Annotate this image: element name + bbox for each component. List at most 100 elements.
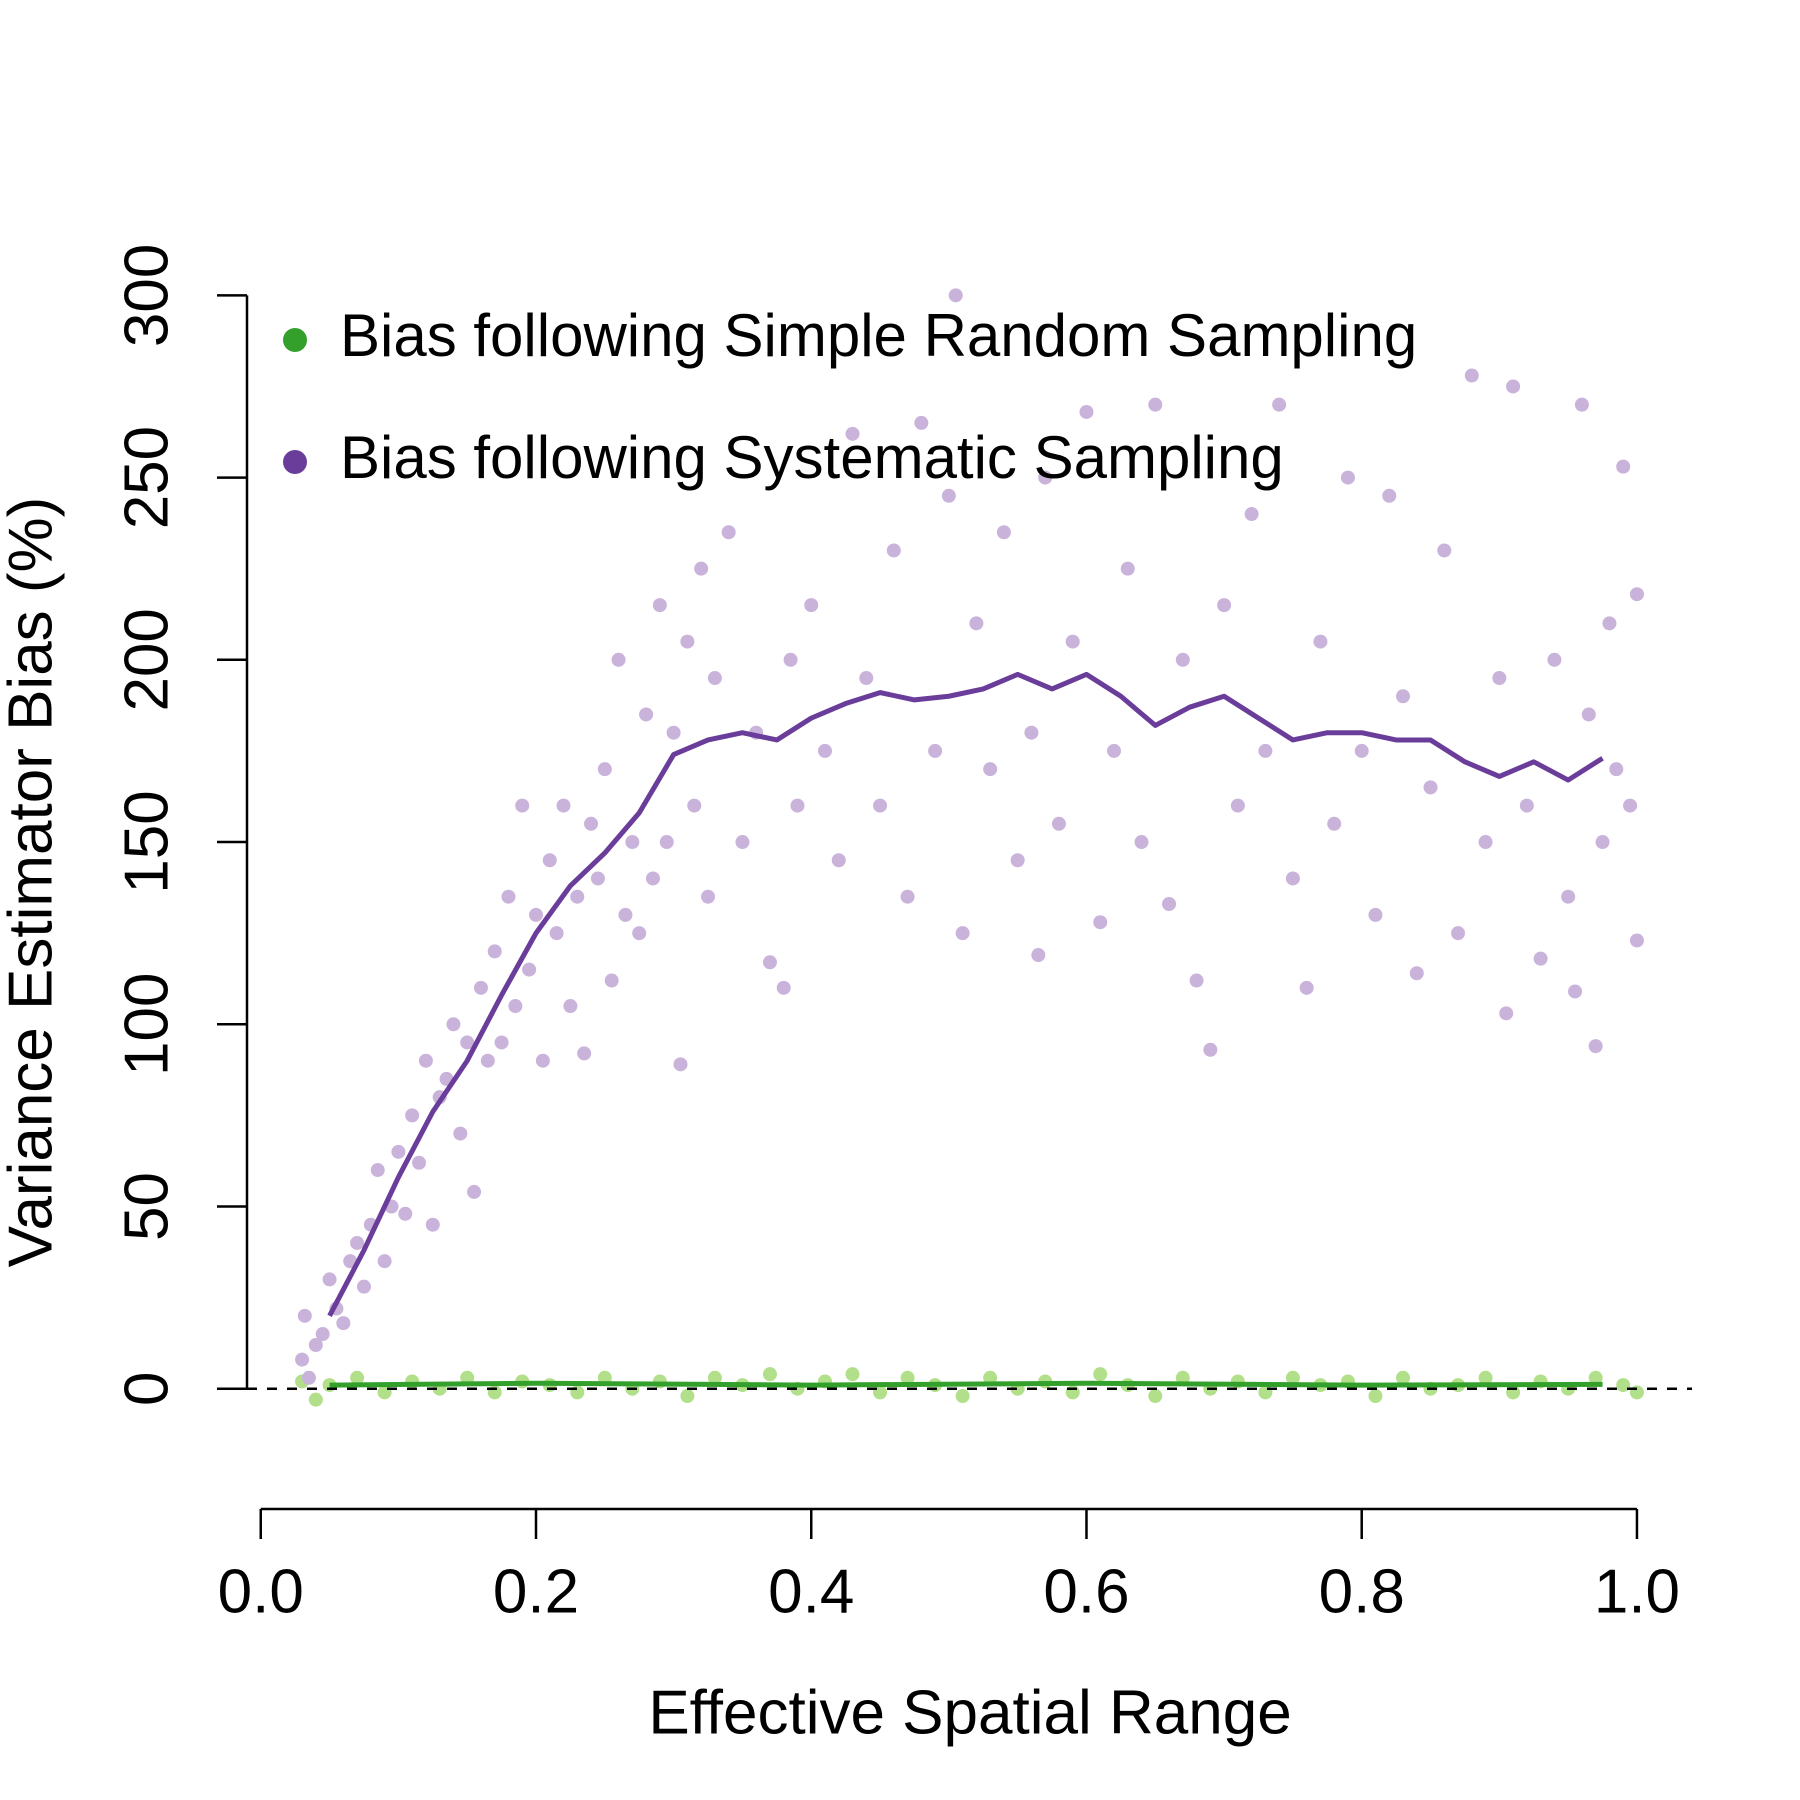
points-group xyxy=(295,288,1644,1385)
point xyxy=(1629,587,1644,602)
point xyxy=(542,853,557,868)
point xyxy=(1299,980,1314,995)
point xyxy=(295,1352,310,1367)
point xyxy=(1451,926,1466,941)
point xyxy=(515,798,530,813)
y-tick-label: 100 xyxy=(112,973,181,1076)
point xyxy=(418,1053,433,1068)
point xyxy=(1547,652,1562,667)
legend-label: Bias following Simple Random Sampling xyxy=(340,302,1417,369)
y-tick-label: 0 xyxy=(112,1371,181,1405)
point xyxy=(762,1367,777,1382)
point xyxy=(1616,459,1631,474)
point xyxy=(597,762,612,777)
x-tick-label: 0.8 xyxy=(1319,1557,1405,1626)
point xyxy=(1561,889,1576,904)
point xyxy=(983,1370,998,1385)
point xyxy=(425,1217,440,1232)
point xyxy=(680,634,695,649)
point xyxy=(1382,488,1397,503)
point xyxy=(1038,470,1053,485)
point xyxy=(501,889,516,904)
point xyxy=(1093,1367,1108,1382)
point xyxy=(1354,743,1369,758)
point xyxy=(1093,915,1108,930)
point xyxy=(460,1370,475,1385)
point xyxy=(611,652,626,667)
point xyxy=(1175,652,1190,667)
point xyxy=(350,1235,365,1250)
point xyxy=(1285,1370,1300,1385)
point xyxy=(859,671,874,686)
trend-line xyxy=(329,1380,1603,1388)
point xyxy=(508,999,523,1014)
point xyxy=(1478,835,1493,850)
point xyxy=(645,871,660,886)
point xyxy=(804,598,819,613)
point xyxy=(955,1389,970,1404)
point xyxy=(790,798,805,813)
point xyxy=(590,871,605,886)
point xyxy=(584,816,599,831)
point xyxy=(845,426,860,441)
point xyxy=(1588,1039,1603,1054)
point xyxy=(297,1308,312,1323)
point xyxy=(900,889,915,904)
point xyxy=(652,598,667,613)
point xyxy=(1623,798,1638,813)
y-tick-label: 300 xyxy=(112,244,181,347)
point xyxy=(1148,397,1163,412)
point xyxy=(522,962,537,977)
point xyxy=(563,999,578,1014)
point xyxy=(322,1272,337,1287)
legend-marker xyxy=(283,328,307,352)
point xyxy=(783,652,798,667)
point xyxy=(570,889,585,904)
point xyxy=(1581,707,1596,722)
point xyxy=(1065,1385,1080,1400)
point xyxy=(1478,1370,1493,1385)
point xyxy=(556,798,571,813)
point xyxy=(398,1206,413,1221)
point xyxy=(336,1316,351,1331)
point xyxy=(1588,1370,1603,1385)
point xyxy=(928,743,943,758)
point xyxy=(1203,1042,1218,1057)
point xyxy=(1107,743,1121,758)
point xyxy=(680,1389,695,1404)
point xyxy=(1340,470,1355,485)
point xyxy=(1574,397,1589,412)
point xyxy=(969,616,984,631)
point xyxy=(1609,762,1624,777)
x-axis-title: Effective Spatial Range xyxy=(648,1678,1291,1747)
point xyxy=(1175,1370,1190,1385)
point xyxy=(1327,816,1342,831)
point xyxy=(1010,853,1025,868)
point xyxy=(1602,616,1617,631)
point xyxy=(831,853,846,868)
point xyxy=(639,707,654,722)
point xyxy=(1499,1006,1514,1021)
point xyxy=(377,1385,392,1400)
point xyxy=(941,488,956,503)
point xyxy=(494,1035,509,1050)
point xyxy=(632,926,647,941)
point xyxy=(1616,1378,1631,1393)
point xyxy=(1189,973,1204,988)
y-tick-label: 150 xyxy=(112,790,181,893)
point xyxy=(1285,871,1300,886)
point xyxy=(625,835,640,850)
point xyxy=(873,1385,888,1400)
point xyxy=(1492,671,1507,686)
point xyxy=(721,525,736,540)
x-tick-label: 0.4 xyxy=(768,1557,854,1626)
point xyxy=(570,1385,585,1400)
point xyxy=(1506,379,1521,394)
legend-label: Bias following Systematic Sampling xyxy=(340,424,1284,491)
y-tick-label: 200 xyxy=(112,608,181,711)
point xyxy=(1079,404,1094,419)
point xyxy=(701,889,716,904)
point xyxy=(886,543,901,558)
point xyxy=(1244,507,1259,522)
legend-marker xyxy=(283,450,307,474)
